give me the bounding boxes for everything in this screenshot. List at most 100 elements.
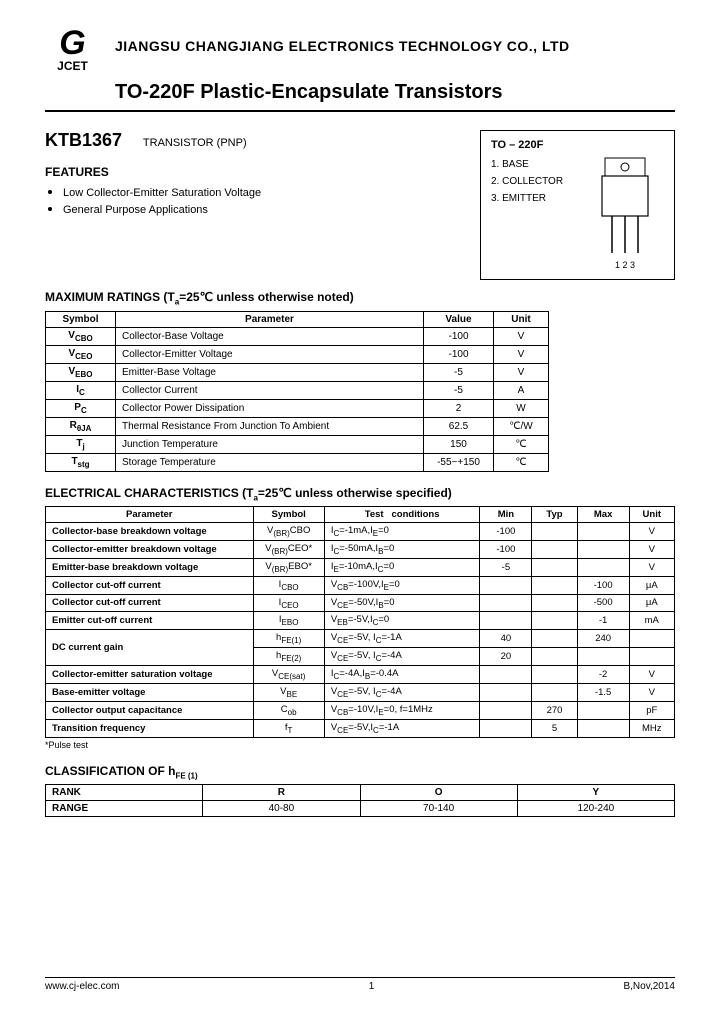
typ-cell: 5: [532, 719, 577, 737]
unit-cell: V: [494, 363, 549, 381]
product-title: TO-220F Plastic-Encapsulate Transistors: [115, 81, 675, 104]
param-cell: Collector Power Dissipation: [116, 399, 424, 417]
param-cell: Collector Current: [116, 381, 424, 399]
table-header: Parameter: [46, 506, 254, 522]
max-ratings-title: MAXIMUM RATINGS (Ta=25℃ unless otherwise…: [45, 290, 675, 306]
features-list: Low Collector-Emitter Saturation Voltage…: [63, 183, 465, 216]
param-cell: Collector-Emitter Voltage: [116, 345, 424, 363]
table-header: Test conditions: [324, 506, 480, 522]
unit-cell: V: [629, 540, 674, 558]
unit-cell: V: [494, 345, 549, 363]
table-row: Collector-emitter breakdown voltageV(BR)…: [46, 540, 675, 558]
table-row: Collector cut-off currentICEOVCE=-50V,IB…: [46, 594, 675, 612]
symbol-cell: PC: [46, 399, 116, 417]
value-cell: 2: [424, 399, 494, 417]
symbol-cell: V(BR)CBO: [253, 522, 324, 540]
value-cell: -5: [424, 363, 494, 381]
symbol-cell: VCBO: [46, 327, 116, 345]
param-cell: Transition frequency: [46, 719, 254, 737]
table-row: Collector-emitter saturation voltageVCE(…: [46, 666, 675, 684]
features-title: FEATURES: [45, 165, 465, 179]
table-header: Symbol: [46, 311, 116, 327]
unit-cell: μA: [629, 576, 674, 594]
unit-cell: μA: [629, 594, 674, 612]
cond-cell: VCE=-5V,IC=-1A: [324, 719, 480, 737]
cond-cell: VEB=-5V,IC=0: [324, 612, 480, 630]
package-name: TO – 220F: [491, 139, 664, 151]
min-cell: -100: [480, 540, 532, 558]
max-cell: [577, 540, 629, 558]
cond-cell: VCE=-5V, IC=-4A: [324, 648, 480, 666]
symbol-cell: RθJA: [46, 417, 116, 435]
unit-cell: ℃/W: [494, 417, 549, 435]
cond-cell: VCE=-5V, IC=-4A: [324, 683, 480, 701]
min-cell: -100: [480, 522, 532, 540]
min-cell: [480, 683, 532, 701]
table-header: Symbol: [253, 506, 324, 522]
table-row: RθJAThermal Resistance From Junction To …: [46, 417, 549, 435]
symbol-cell: ICEO: [253, 594, 324, 612]
typ-cell: [532, 594, 577, 612]
unit-cell: W: [494, 399, 549, 417]
max-cell: [577, 558, 629, 576]
to220-icon: 1 2 3: [590, 153, 660, 270]
feature-item: General Purpose Applications: [63, 200, 465, 216]
company-name: JIANGSU CHANGJIANG ELECTRONICS TECHNOLOG…: [115, 38, 570, 54]
min-cell: [480, 576, 532, 594]
param-cell: Collector-emitter breakdown voltage: [46, 540, 254, 558]
param-cell: Collector-base breakdown voltage: [46, 522, 254, 540]
cond-cell: VCB=-10V,IE=0, f=1MHz: [324, 701, 480, 719]
electrical-table: ParameterSymbolTest conditionsMinTypMaxU…: [45, 506, 675, 738]
table-header: Unit: [629, 506, 674, 522]
max-cell: -100: [577, 576, 629, 594]
unit-cell: mA: [629, 612, 674, 630]
cond-cell: VCE=-50V,IB=0: [324, 594, 480, 612]
table-row: VCEOCollector-Emitter Voltage-100V: [46, 345, 549, 363]
typ-cell: [532, 558, 577, 576]
min-cell: [480, 612, 532, 630]
min-cell: [480, 719, 532, 737]
param-cell: Base-emitter voltage: [46, 683, 254, 701]
table-row: Emitter cut-off currentIEBOVEB=-5V,IC=0-…: [46, 612, 675, 630]
value-cell: -5: [424, 381, 494, 399]
typ-cell: [532, 666, 577, 684]
typ-cell: [532, 576, 577, 594]
table-header: RANK: [46, 785, 203, 801]
cond-cell: VCE=-5V, IC=-1A: [324, 630, 480, 648]
table-row: DC current gainhFE(1)VCE=-5V, IC=-1A4024…: [46, 630, 675, 648]
cond-cell: IC=-50mA,IB=0: [324, 540, 480, 558]
part-line: KTB1367 TRANSISTOR (PNP): [45, 130, 465, 151]
unit-cell: ℃: [494, 453, 549, 471]
max-cell: [577, 701, 629, 719]
unit-cell: V: [629, 558, 674, 576]
table-header: Parameter: [116, 311, 424, 327]
symbol-cell: IC: [46, 381, 116, 399]
unit-cell: MHz: [629, 719, 674, 737]
table-row: Collector-base breakdown voltageV(BR)CBO…: [46, 522, 675, 540]
symbol-cell: hFE(1): [253, 630, 324, 648]
divider: [45, 110, 675, 112]
cond-cell: IC=-1mA,IE=0: [324, 522, 480, 540]
symbol-cell: IEBO: [253, 612, 324, 630]
value-cell: 62.5: [424, 417, 494, 435]
symbol-cell: ICBO: [253, 576, 324, 594]
footer-page: 1: [369, 981, 375, 992]
min-cell: -5: [480, 558, 532, 576]
symbol-cell: VCE(sat): [253, 666, 324, 684]
electrical-title: ELECTRICAL CHARACTERISTICS (Ta=25℃ unles…: [45, 486, 675, 502]
max-cell: 240: [577, 630, 629, 648]
table-header: R: [203, 785, 360, 801]
page-footer: www.cj-elec.com 1 B,Nov,2014: [45, 977, 675, 992]
symbol-cell: fT: [253, 719, 324, 737]
max-cell: [577, 522, 629, 540]
typ-cell: [532, 683, 577, 701]
param-cell: Collector cut-off current: [46, 576, 254, 594]
max-cell: -1: [577, 612, 629, 630]
table-cell: 120-240: [517, 801, 674, 817]
footer-rev: B,Nov,2014: [623, 981, 675, 992]
param-cell: Collector cut-off current: [46, 594, 254, 612]
param-cell: Collector-emitter saturation voltage: [46, 666, 254, 684]
classification-title: CLASSIFICATION OF hFE (1): [45, 764, 675, 780]
typ-cell: 270: [532, 701, 577, 719]
part-type: TRANSISTOR (PNP): [143, 137, 247, 149]
